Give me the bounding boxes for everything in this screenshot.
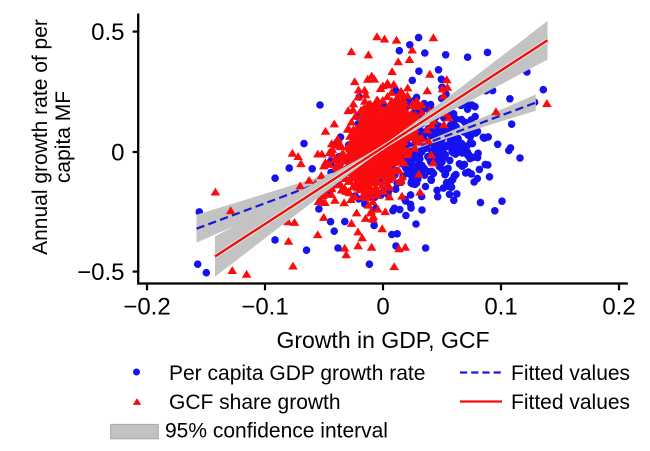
svg-text:−0.2: −0.2: [123, 294, 170, 321]
svg-text:0.5: 0.5: [91, 19, 124, 46]
svg-text:95% confidence interval: 95% confidence interval: [165, 420, 388, 443]
svg-text:Fitted values: Fitted values: [511, 391, 630, 414]
svg-text:Fitted values: Fitted values: [511, 362, 630, 385]
svg-text:0.1: 0.1: [484, 294, 517, 321]
svg-text:GCF share growth: GCF share growth: [169, 391, 341, 414]
svg-text:−0.1: −0.1: [241, 294, 288, 321]
svg-text:Growth in GDP, GCF: Growth in GDP, GCF: [276, 327, 489, 353]
svg-text:capita MF: capita MF: [52, 91, 75, 183]
svg-text:0.2: 0.2: [602, 294, 635, 321]
svg-text:Per capita GDP growth rate: Per capita GDP growth rate: [169, 362, 425, 385]
svg-text:−0.5: −0.5: [77, 259, 124, 286]
svg-text:0: 0: [376, 294, 389, 321]
svg-text:0: 0: [111, 140, 124, 167]
svg-text:Annual growth rate of per: Annual growth rate of per: [29, 19, 52, 255]
